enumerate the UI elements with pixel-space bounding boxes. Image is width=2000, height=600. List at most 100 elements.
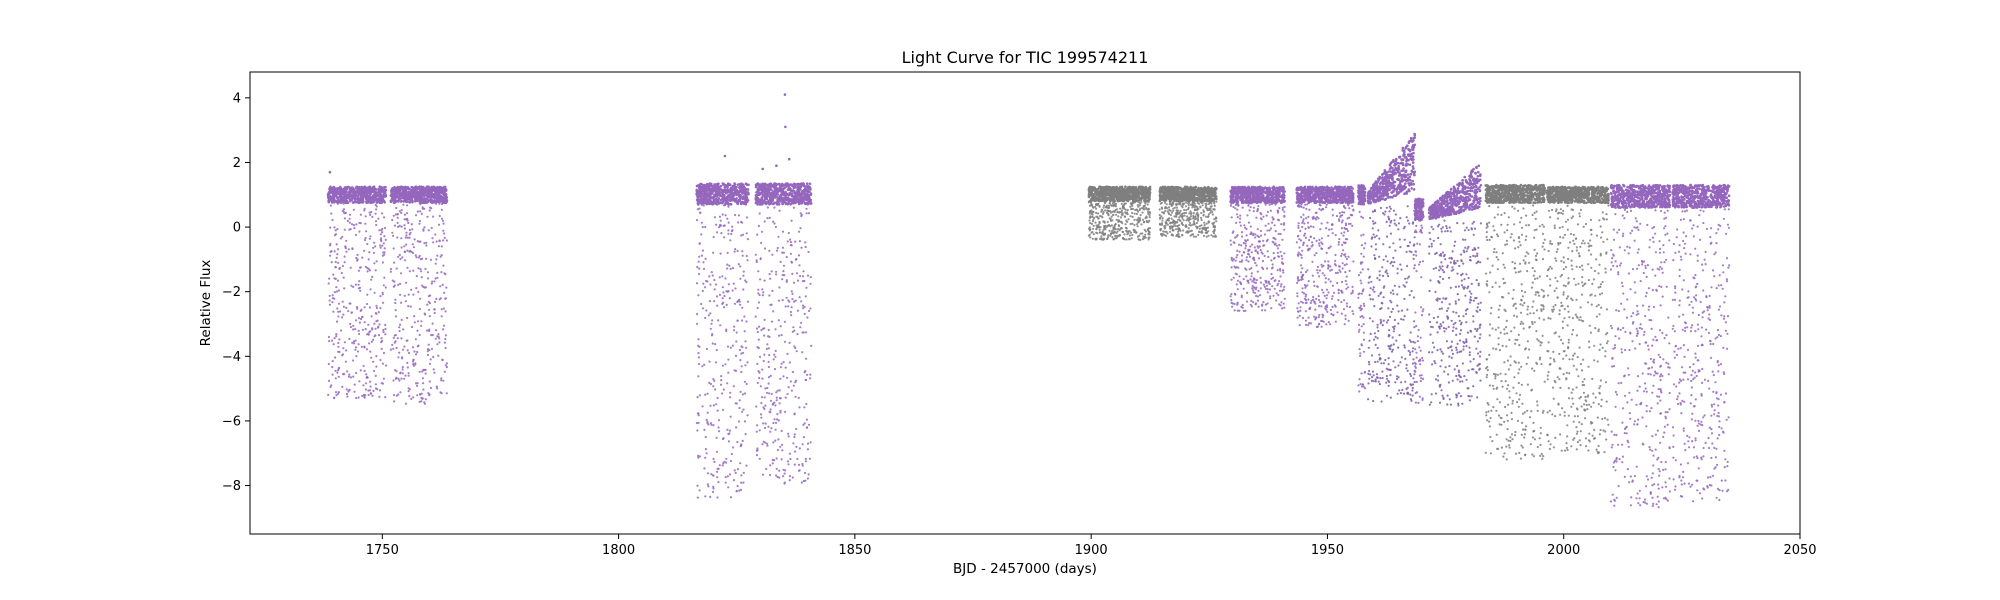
flux-point — [391, 231, 394, 234]
flux-point — [709, 283, 712, 286]
flux-point — [710, 191, 713, 194]
flux-point — [792, 201, 795, 205]
flux-point — [704, 456, 707, 459]
flux-point — [406, 204, 409, 207]
flux-point — [431, 333, 434, 337]
flux-point — [740, 443, 743, 446]
flux-point — [722, 204, 726, 207]
flux-point — [363, 249, 366, 252]
flux-point — [368, 237, 371, 240]
flux-point — [729, 346, 733, 349]
flux-point — [398, 326, 401, 329]
flux-point — [1089, 189, 1092, 193]
flux-point — [805, 426, 809, 429]
flux-point — [796, 279, 800, 282]
flux-point — [802, 275, 805, 278]
flux-point — [428, 362, 432, 365]
flux-point — [357, 287, 360, 290]
flux-point — [1114, 209, 1117, 212]
flux-point — [1117, 224, 1120, 227]
flux-point — [721, 275, 724, 278]
flux-point — [1106, 198, 1109, 202]
flux-point — [403, 213, 406, 216]
flux-point — [805, 402, 808, 406]
flux-point — [705, 202, 708, 206]
flux-point — [728, 429, 732, 432]
flux-point — [439, 391, 442, 394]
flux-point — [1095, 188, 1099, 192]
flux-point — [414, 338, 417, 341]
flux-point — [433, 371, 436, 374]
flux-point — [696, 429, 699, 432]
flux-point — [391, 279, 394, 282]
flux-point — [423, 312, 426, 315]
flux-point — [712, 424, 715, 427]
flux-point — [734, 354, 738, 357]
flux-point — [705, 452, 708, 455]
flux-point — [372, 246, 375, 249]
flux-point — [768, 216, 771, 219]
flux-point — [361, 194, 365, 197]
flux-point — [696, 396, 699, 399]
flux-point — [331, 195, 335, 199]
flux-point — [365, 192, 369, 196]
flux-point — [787, 386, 790, 389]
flux-point — [337, 391, 340, 394]
flux-point — [384, 286, 387, 289]
flux-point — [1108, 194, 1112, 197]
flux-point — [365, 230, 368, 233]
flux-point — [361, 394, 364, 397]
flux-point — [330, 188, 334, 191]
flux-point — [785, 192, 788, 196]
flux-point — [401, 366, 404, 369]
flux-point — [369, 392, 372, 395]
flux-point — [348, 221, 351, 224]
flux-point — [428, 302, 431, 305]
flux-point — [784, 183, 788, 186]
flux-point — [336, 199, 340, 203]
flux-point — [802, 423, 805, 426]
flux-point — [741, 306, 744, 309]
flux-point — [1109, 225, 1112, 228]
flux-point — [418, 400, 421, 403]
flux-point — [420, 320, 423, 323]
flux-point — [343, 212, 346, 215]
flux-point — [337, 310, 340, 313]
flux-point — [436, 343, 439, 346]
flux-point — [361, 328, 365, 331]
flux-point — [403, 345, 406, 348]
flux-point — [1091, 187, 1095, 191]
flux-point — [379, 244, 382, 247]
flux-point — [1111, 236, 1114, 239]
flux-point — [741, 410, 744, 413]
flux-point — [703, 363, 706, 366]
flux-point — [425, 185, 429, 189]
flux-point — [805, 418, 809, 421]
flux-point — [396, 195, 400, 199]
flux-point — [444, 364, 447, 367]
flux-point — [712, 487, 715, 490]
flux-point — [1120, 209, 1123, 212]
flux-point — [395, 206, 398, 210]
flux-point — [799, 212, 802, 215]
flux-point — [789, 457, 792, 461]
flux-point — [1109, 197, 1113, 200]
flux-point — [368, 199, 372, 202]
flux-point — [432, 215, 435, 218]
flux-point — [774, 328, 777, 331]
flux-point — [432, 355, 435, 359]
flux-point — [382, 301, 385, 304]
flux-point — [371, 394, 374, 397]
flux-point — [1124, 202, 1127, 205]
flux-point — [426, 271, 429, 274]
flux-point — [373, 187, 377, 191]
flux-point — [393, 261, 396, 264]
flux-point — [430, 207, 433, 210]
flux-point — [775, 270, 778, 273]
flux-point — [719, 252, 722, 255]
flux-point — [731, 344, 735, 347]
flux-point — [719, 219, 722, 222]
flux-point — [790, 189, 794, 192]
flux-point — [443, 291, 446, 294]
flux-point — [400, 209, 403, 212]
